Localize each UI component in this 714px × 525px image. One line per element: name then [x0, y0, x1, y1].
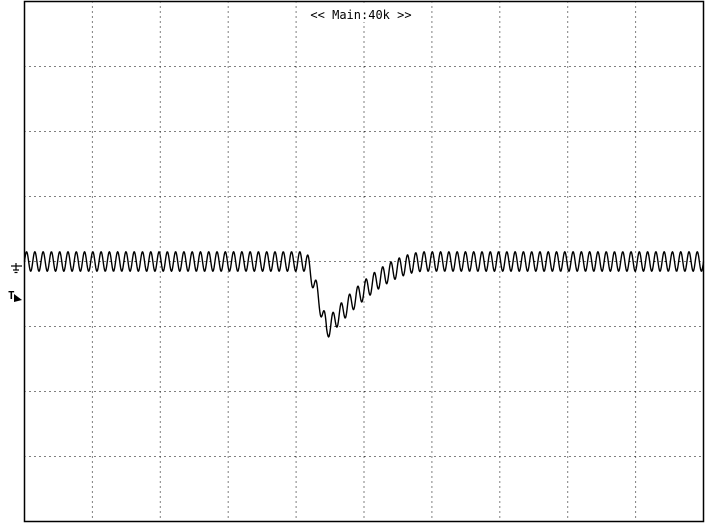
trigger-marker: T	[8, 289, 22, 302]
trigger-marker-label: T	[8, 289, 15, 302]
signal-trace	[23, 251, 705, 338]
trigger-arrow-icon	[14, 294, 22, 302]
timebase-label: << Main:40k >>	[310, 8, 411, 22]
timebase-label-bg	[300, 6, 418, 22]
ground-symbol-icon	[11, 263, 22, 274]
graticule	[24, 1, 704, 522]
